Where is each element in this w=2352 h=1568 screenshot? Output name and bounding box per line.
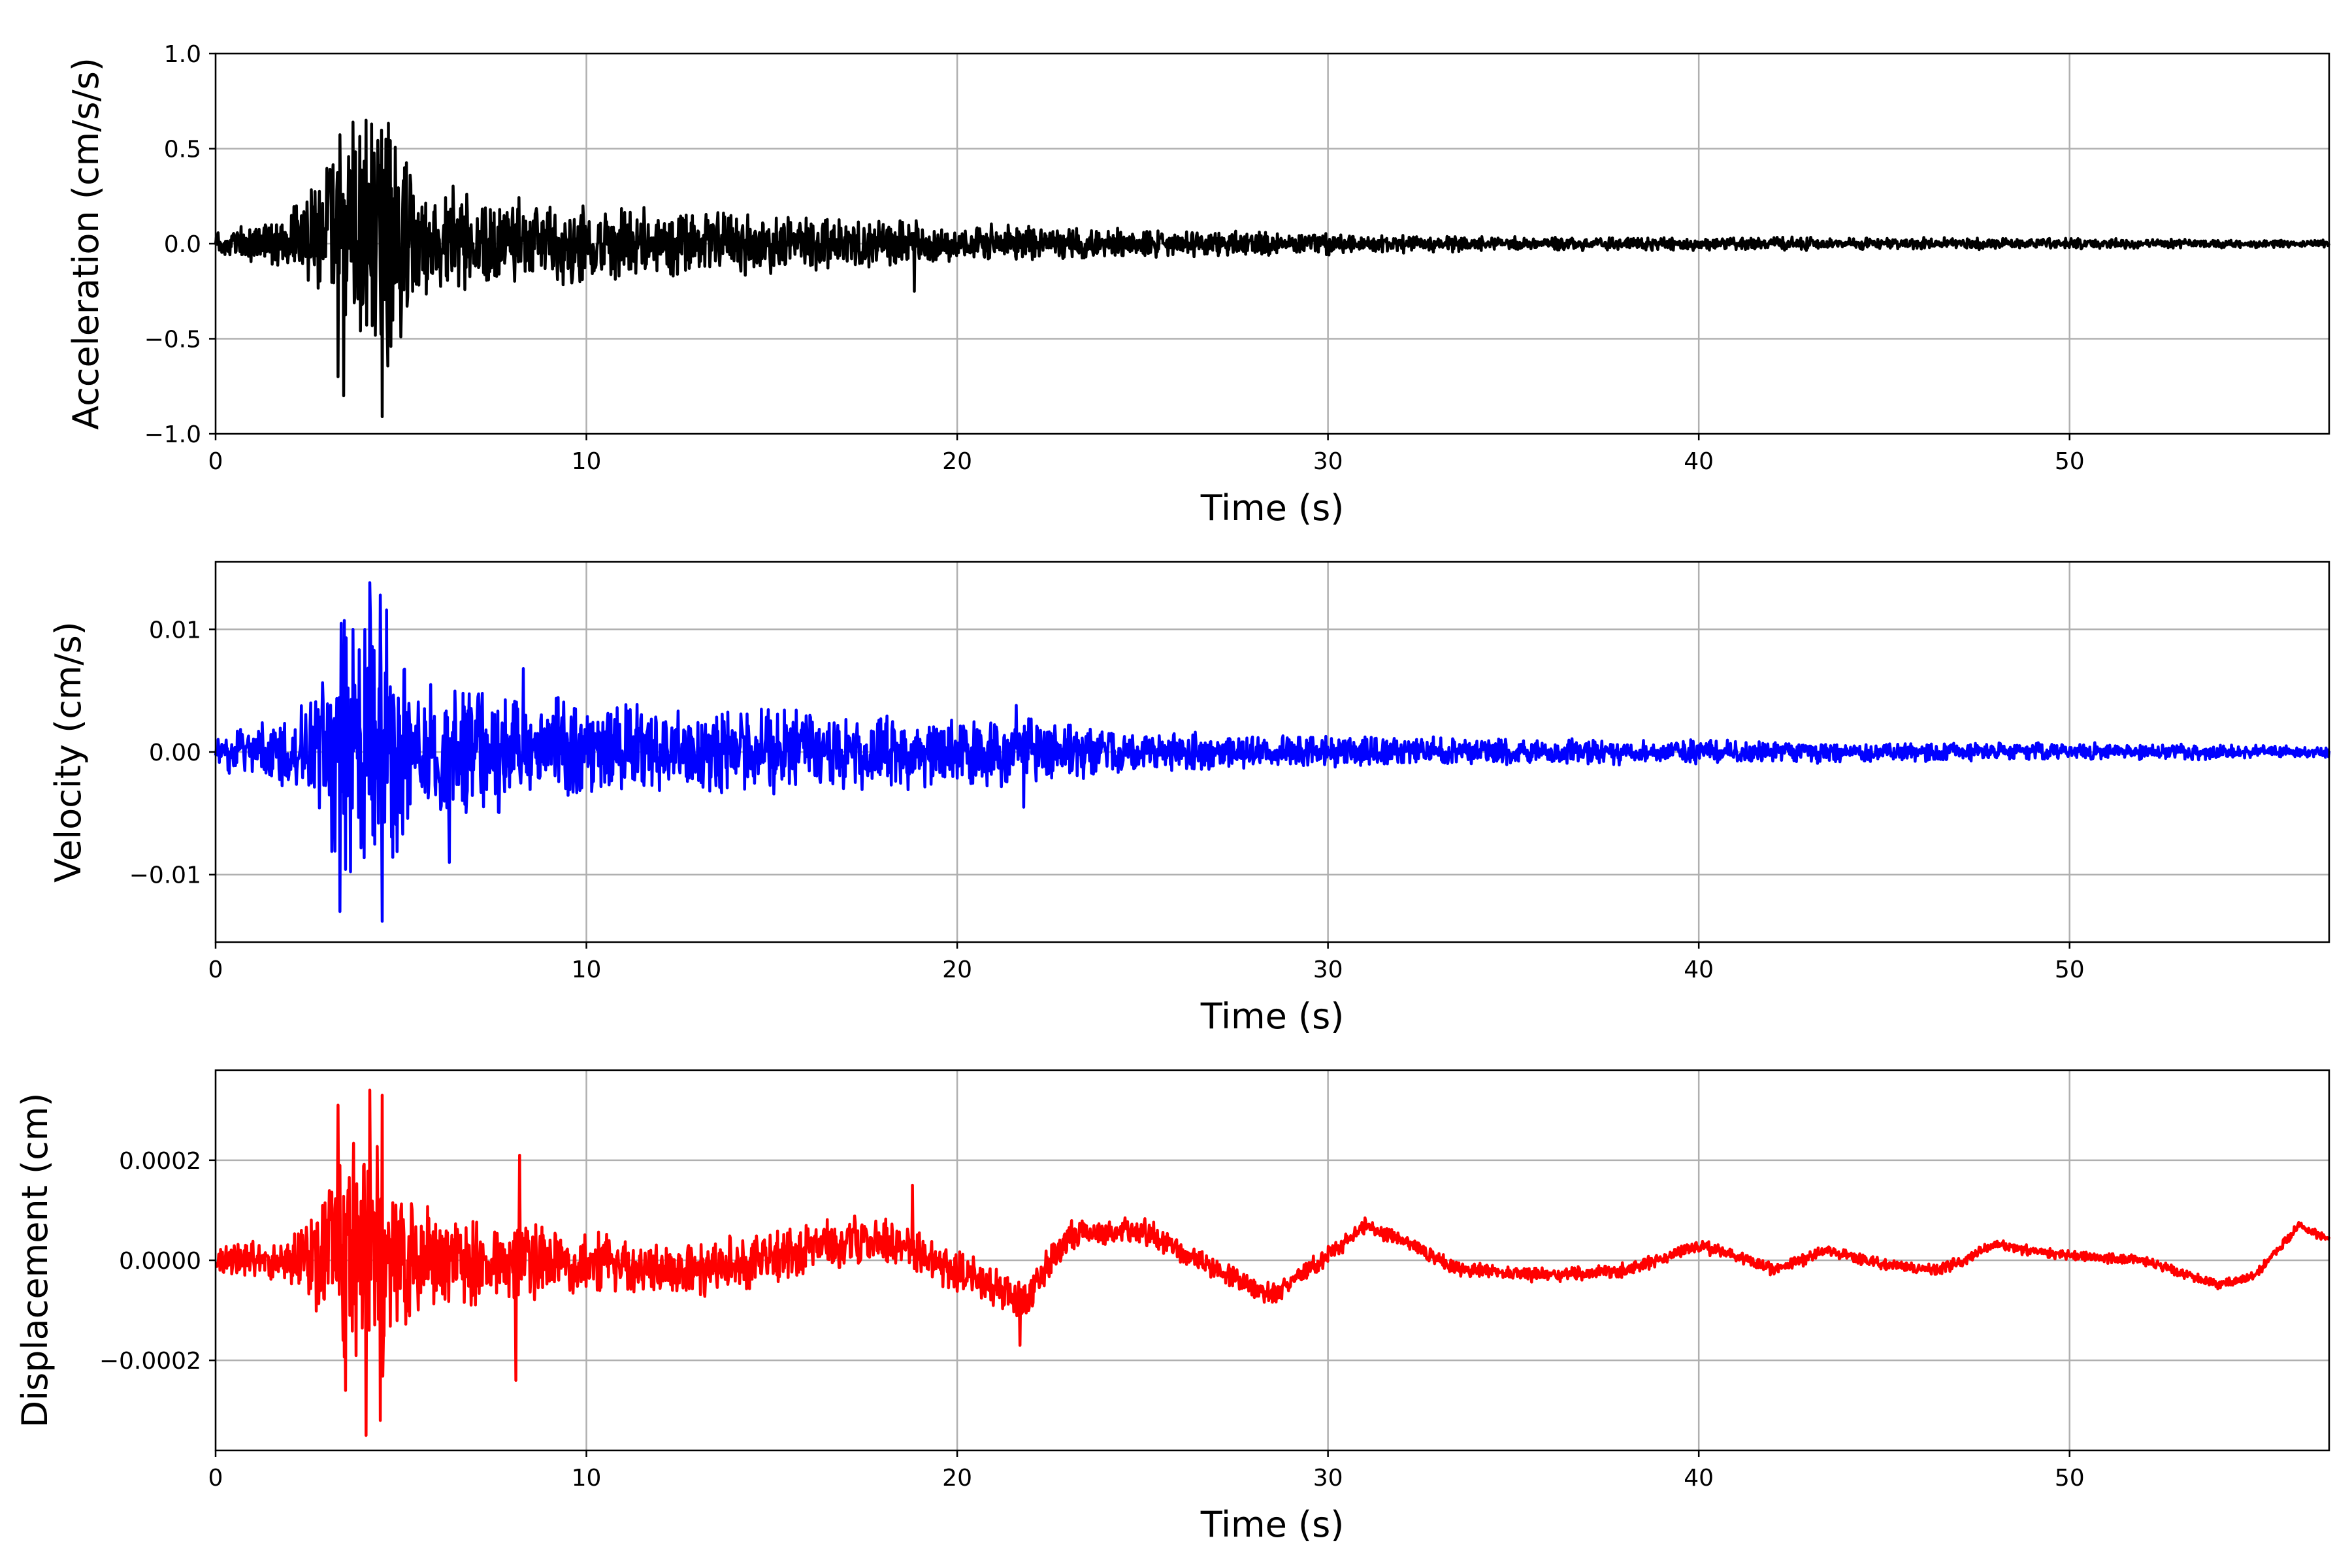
x-tick-label: 40 — [1684, 448, 1714, 475]
x-tick-label: 40 — [1684, 1465, 1714, 1492]
chart-panel-2: 0 10 20 30 40 50 −0.01 0.00 0.01 Time (s) Velocity… — [48, 561, 2331, 1037]
y-tick-label: −0.0002 — [99, 1348, 201, 1375]
y-tick-label: −1.0 — [144, 421, 201, 448]
y-tick-label: 0.5 — [164, 137, 201, 163]
x-tick-label: 50 — [2055, 1465, 2085, 1492]
y-tick-label: −0.01 — [129, 862, 201, 889]
y-axis-label: Acceleration (cm/s/s) — [65, 57, 106, 430]
x-tick-label: 30 — [1313, 956, 1343, 983]
x-tick-label: 10 — [572, 448, 602, 475]
x-tick-label: 0 — [208, 1465, 223, 1492]
x-tick-label: 20 — [942, 956, 972, 983]
x-axis-label: Time (s) — [1200, 487, 1345, 529]
y-tick-label: 0.0002 — [119, 1148, 201, 1175]
x-tick-label: 0 — [208, 448, 223, 475]
y-tick-label: 0.00 — [149, 740, 201, 766]
x-tick-label: 10 — [572, 956, 602, 983]
series-line — [214, 1088, 2331, 1437]
x-tick-label: 0 — [208, 956, 223, 983]
x-tick-label: 50 — [2055, 956, 2085, 983]
x-tick-label: 20 — [942, 1465, 972, 1492]
x-tick-label: 40 — [1684, 956, 1714, 983]
y-tick-label: −0.5 — [144, 327, 201, 353]
series-line — [214, 118, 2331, 419]
x-tick-label: 30 — [1313, 448, 1343, 475]
x-tick-label: 10 — [572, 1465, 602, 1492]
y-tick-label: 0.0 — [164, 231, 201, 258]
y-tick-label: 1.0 — [164, 41, 201, 68]
y-axis-label: Velocity (cm/s) — [48, 621, 89, 883]
y-axis-label: Displacement (cm) — [14, 1093, 56, 1428]
x-axis-label: Time (s) — [1200, 996, 1345, 1037]
x-tick-label: 30 — [1313, 1465, 1343, 1492]
chart-panel-3: 0 10 20 30 40 50 −0.0002 0.0000 0.0002 Time (s) Di… — [14, 1069, 2331, 1545]
x-axis-label: Time (s) — [1200, 1504, 1345, 1545]
series-line — [214, 581, 2331, 923]
x-tick-label: 20 — [942, 448, 972, 475]
y-tick-label: 0.0000 — [119, 1248, 201, 1275]
y-tick-label: 0.01 — [149, 617, 201, 644]
chart-panel-1: 0 10 20 30 40 50 −1.0 −0.5 0.0 0.5 1.0 Time (s) Acce… — [65, 41, 2331, 529]
x-tick-label: 50 — [2055, 448, 2085, 475]
